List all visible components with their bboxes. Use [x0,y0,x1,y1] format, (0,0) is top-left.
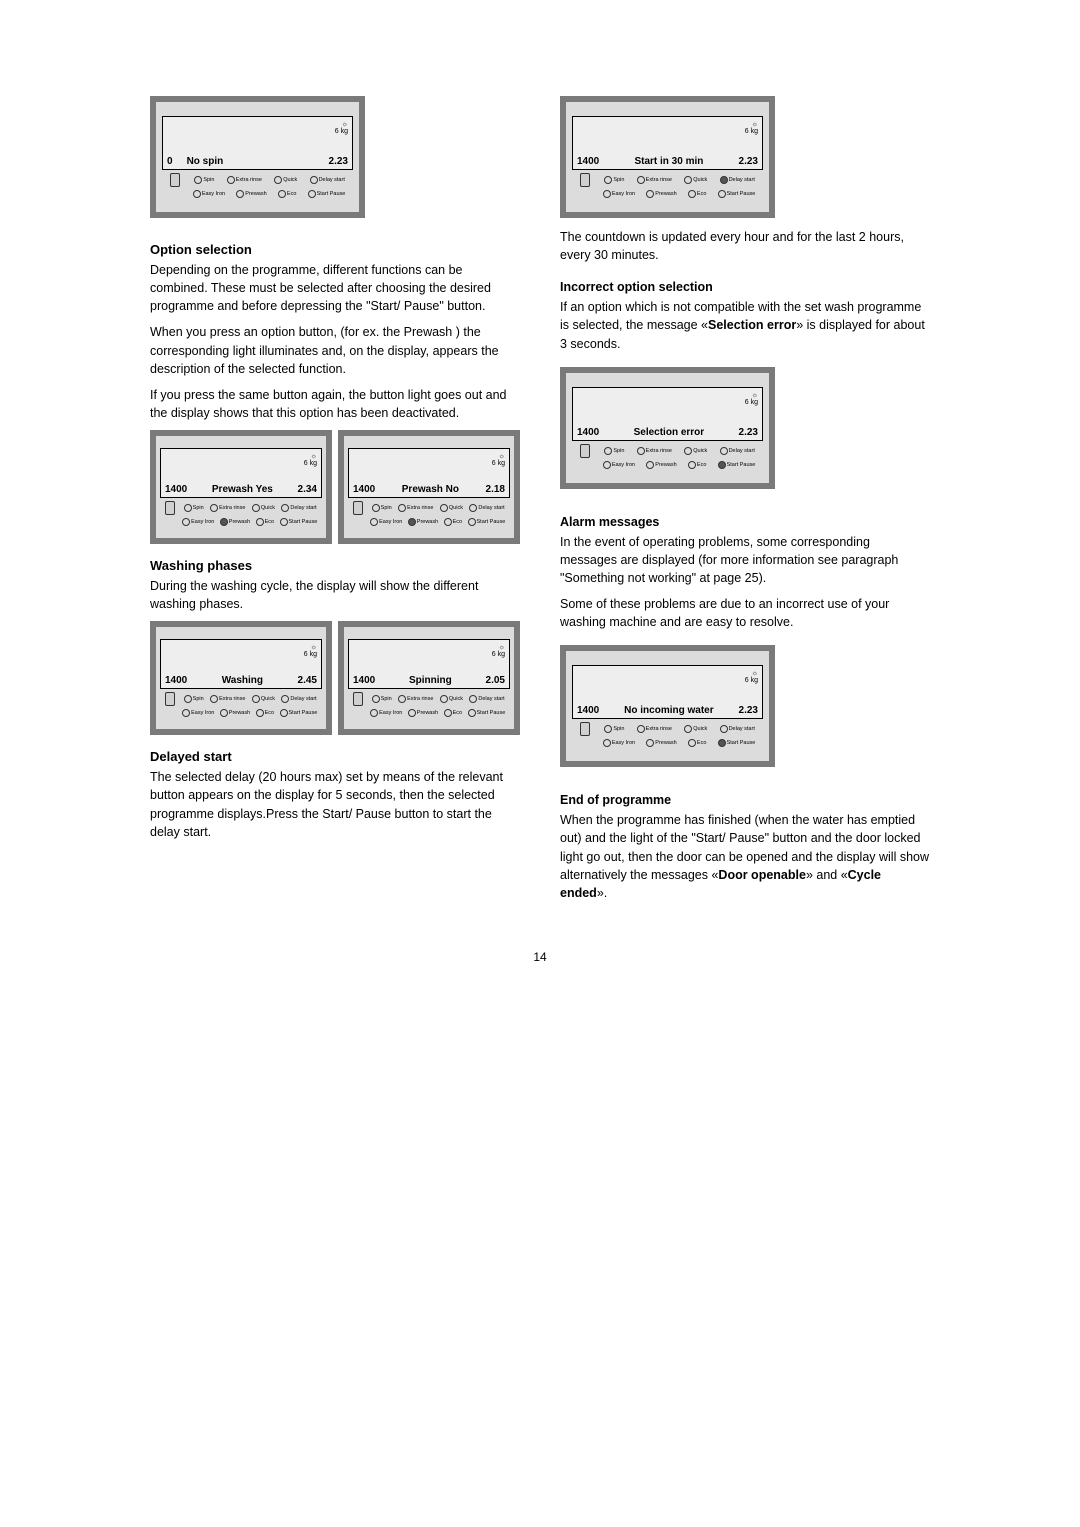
lcd-panel-prewash-yes: ☼6 kg 1400 Prewash Yes 2.34 SpinExtra ri… [150,430,332,544]
text-delayed-p1: The selected delay (20 hours max) set by… [150,768,520,841]
lcd-status-text: No spin [173,156,329,167]
heading-incorrect-option: Incorrect option selection [560,280,930,294]
lcd-panel-nospin: ☼6 kg 0 No spin 2.23 Spin Extra rinse Qu… [150,96,365,218]
heading-end-of-programme: End of programme [560,793,930,807]
lcd-panel-startin30: ☼6 kg 1400 Start in 30 min 2.23 SpinExtr… [560,96,775,218]
lcd-panel-no-water: ☼6 kg 1400 No incoming water 2.23 SpinEx… [560,645,775,767]
spin-indicator-icon [170,173,180,187]
text-option-p1: Depending on the programme, different fu… [150,261,520,315]
text-alarm-p2: Some of these problems are due to an inc… [560,595,930,631]
heading-alarm-messages: Alarm messages [560,515,930,529]
lcd-panel-pair-phases: ☼6 kg 1400 Washing 2.45 SpinExtra rinseQ… [150,621,520,735]
text-washing-p1: During the washing cycle, the display wi… [150,577,520,613]
page-number: 14 [0,950,1080,964]
text-countdown: The countdown is updated every hour and … [560,228,930,264]
button-row-2: Easy Iron Prewash Eco Start Pause [162,187,353,198]
two-column-layout: ☼6 kg 0 No spin 2.23 Spin Extra rinse Qu… [0,90,1080,910]
lcd-display: ☼6 kg 0 No spin 2.23 [162,116,353,170]
right-column: ☼6 kg 1400 Start in 30 min 2.23 SpinExtr… [560,90,930,910]
heading-washing-phases: Washing phases [150,558,520,573]
lcd-panel-washing: ☼6 kg 1400 Washing 2.45 SpinExtra rinseQ… [150,621,332,735]
lcd-panel-prewash-no: ☼6 kg 1400 Prewash No 2.18 SpinExtra rin… [338,430,520,544]
text-end-p1: When the programme has finished (when th… [560,811,930,902]
left-column: ☼6 kg 0 No spin 2.23 Spin Extra rinse Qu… [150,90,520,910]
heading-option-selection: Option selection [150,242,520,257]
text-alarm-p1: In the event of operating problems, some… [560,533,930,587]
lcd-panel-selection-error: ☼6 kg 1400 Selection error 2.23 SpinExtr… [560,367,775,489]
lcd-time-value: 2.23 [329,156,348,167]
heading-delayed-start: Delayed start [150,749,520,764]
text-option-p2: When you press an option button, (for ex… [150,323,520,377]
text-option-p3: If you press the same button again, the … [150,386,520,422]
lcd-panel-spinning: ☼6 kg 1400 Spinning 2.05 SpinExtra rinse… [338,621,520,735]
page-content: ☼6 kg 0 No spin 2.23 Spin Extra rinse Qu… [0,0,1080,964]
text-incorrect-p1: If an option which is not compatible wit… [560,298,930,352]
button-row-1: Spin Extra rinse Quick Delay start [162,170,353,187]
lcd-weight-label: ☼6 kg [335,121,348,135]
lcd-panel-pair-prewash: ☼6 kg 1400 Prewash Yes 2.34 SpinExtra ri… [150,430,520,544]
